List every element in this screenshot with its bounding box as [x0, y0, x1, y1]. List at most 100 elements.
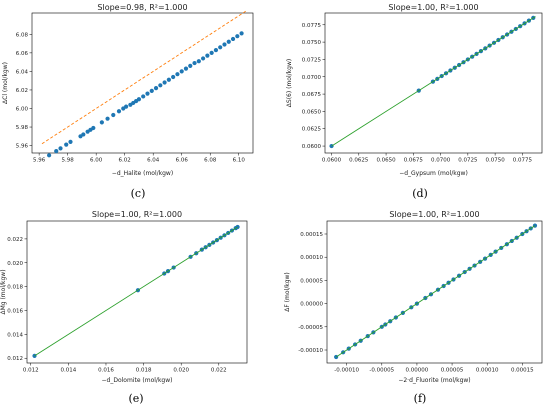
panel-c-point-10 [99, 120, 104, 125]
panel-f-xtick-label-1: -0.00005 [369, 368, 394, 374]
panel-d-ytick-label-5: 0.0725 [302, 57, 322, 63]
panel-c-ytick-label-0: 5.96 [16, 144, 29, 150]
panel-c-xtick-label-3: 6.02 [119, 158, 131, 164]
panel-c-point-39 [222, 42, 227, 47]
panel-d-xtick-label-7: 0.0775 [513, 158, 533, 164]
panel-c-point-4 [68, 139, 73, 144]
panel-d-ytick-label-0: 0.0600 [302, 144, 322, 150]
panel-f-ytick-label-5: 0.00015 [300, 232, 323, 238]
panel-c-point-27 [171, 74, 176, 80]
panel-d-reference-line [331, 16, 536, 147]
panel-f-title: Slope=1.00, R²=1.000 [389, 210, 479, 219]
panel-f-ytick-label-3: 0.00005 [300, 278, 323, 284]
panel-e-point-17 [235, 224, 240, 230]
panel-e-ytick-label-5: 0.022 [7, 237, 23, 243]
panel-c-caption: (c) [131, 187, 146, 200]
panel-d-ytick-label-7: 0.0775 [302, 23, 322, 29]
panel-c-point-6 [81, 132, 86, 137]
panel-f-ytick-label-0: -0.00010 [298, 348, 323, 354]
panel-c-point-42 [235, 34, 240, 39]
panel-d-xtick-label-3: 0.0675 [404, 158, 424, 164]
panel-c-xlabel: −d_Halite (mol/kgw) [112, 170, 173, 177]
panel-c-point-1 [54, 149, 59, 154]
panel-c-point-21 [145, 91, 150, 96]
panel-c-point-12 [111, 112, 116, 118]
panel-c-point-24 [158, 83, 163, 88]
panel-e-ylabel: ΔMg (mol/kgw) [0, 269, 7, 314]
panel-c-point-20 [141, 94, 146, 99]
panel-e-caption: (e) [128, 392, 143, 405]
panel-e-ytick-label-1: 0.014 [7, 332, 23, 338]
panel-c-point-11 [105, 116, 110, 121]
panel-c-point-26 [166, 77, 171, 82]
panel-f-caption: (f) [414, 392, 427, 405]
panel-e-xtick-label-1: 0.014 [60, 368, 76, 374]
panel-d-ytick-label-6: 0.0750 [302, 40, 322, 46]
panel-c-point-43 [239, 31, 244, 36]
panel-c-point-36 [209, 50, 214, 55]
panel-c-point-30 [183, 66, 189, 71]
panel-c-point-31 [188, 63, 193, 68]
panel-f-xtick-label-3: 0.00005 [441, 368, 464, 374]
panel-d-xtick-label-2: 0.0650 [376, 158, 396, 164]
panel-c-xtick-label-0: 5.96 [33, 158, 46, 164]
panel-f-xtick-label-5: 0.00015 [511, 368, 534, 374]
panel-f-xtick-label-2: 0.00000 [406, 368, 429, 374]
panel-c-point-32 [192, 60, 197, 66]
panel-e-ytick-label-3: 0.018 [7, 285, 23, 291]
panel-c-point-37 [213, 47, 219, 53]
panel-c-point-28 [175, 72, 180, 77]
panel-e-xtick-label-5: 0.022 [211, 368, 227, 374]
panel-c-point-9 [91, 125, 96, 131]
panel-e-xtick-label-2: 0.016 [98, 368, 114, 374]
panel-c: Slope=0.98, R²=1.000 −d_Halite (mol/kgw)… [2, 3, 254, 200]
panel-e: Slope=1.00, R²=1.000 −d_Dolomite (mol/kg… [0, 210, 248, 405]
panel-c-point-15 [124, 104, 129, 109]
panel-e-xtick-label-4: 0.020 [173, 368, 189, 374]
panel-c-xtick-label-6: 6.08 [204, 158, 217, 164]
panel-c-ylabel: ΔCl (mol/kgw) [2, 62, 9, 104]
panel-d-caption: (d) [412, 187, 428, 200]
panel-e-title: Slope=1.00, R²=1.000 [92, 210, 182, 219]
panel-c-ytick-label-5: 6.06 [16, 51, 29, 57]
panel-c-ytick-label-3: 6.02 [16, 88, 28, 94]
panel-f-xtick-label-4: 0.00010 [476, 368, 499, 374]
panel-d-xtick-label-5: 0.0725 [458, 158, 478, 164]
panel-f-reference-line [335, 225, 536, 358]
panel-c-point-13 [116, 109, 122, 114]
panel-c-ytick-label-1: 5.98 [16, 125, 29, 131]
panel-e-xtick-label-0: 0.012 [23, 368, 39, 374]
panel-f-ylabel: ΔF (mol/kgw) [284, 272, 291, 312]
panel-c-xtick-label-2: 6.00 [90, 158, 103, 164]
panel-e-ytick-label-4: 0.020 [7, 261, 23, 267]
panel-c-point-2 [58, 146, 63, 151]
panel-c-point-25 [162, 80, 167, 85]
panel-c-ytick-label-2: 6.00 [16, 106, 29, 112]
panel-d-xtick-label-0: 0.0600 [322, 158, 342, 164]
panel-c-point-23 [153, 85, 159, 91]
panel-e-ytick-label-0: 0.012 [7, 356, 23, 362]
panel-c-point-3 [64, 142, 69, 147]
panel-c-ytick-label-4: 6.04 [16, 69, 29, 75]
panel-d-title: Slope=1.00, R²=1.000 [388, 3, 478, 12]
panel-d-ylabel: ΔS(6) (mol/kgw) [286, 59, 293, 107]
panel-d-ytick-label-4: 0.0700 [302, 75, 322, 81]
panel-e-xtick-label-3: 0.018 [136, 368, 152, 374]
panel-d-xtick-label-6: 0.0750 [485, 158, 505, 164]
panel-c-title: Slope=0.98, R²=1.000 [97, 3, 187, 12]
panel-c-point-19 [136, 97, 142, 102]
panel-e-xlabel: −d_Dolomite (mol/kgw) [101, 377, 172, 384]
panel-f-ytick-label-2: 0.00000 [300, 302, 323, 308]
panel-f-xtick-label-0: -0.00010 [334, 368, 359, 374]
panel-c-point-35 [205, 53, 210, 58]
panel-f: Slope=1.00, R²=1.000 −2·d_Fluorite (mol/… [284, 210, 543, 405]
panel-c-frame [31, 12, 254, 154]
panel-e-ytick-label-2: 0.016 [7, 308, 23, 314]
panel-c-point-29 [179, 69, 184, 74]
panel-f-xlabel: −2·d_Fluorite (mol/kgw) [398, 377, 470, 384]
panel-c-point-41 [230, 36, 236, 42]
panel-f-ytick-label-1: -0.00005 [298, 325, 323, 331]
panel-e-reference-line [34, 226, 238, 357]
panel-c-point-38 [218, 45, 223, 50]
panel-e-frame [26, 220, 248, 364]
